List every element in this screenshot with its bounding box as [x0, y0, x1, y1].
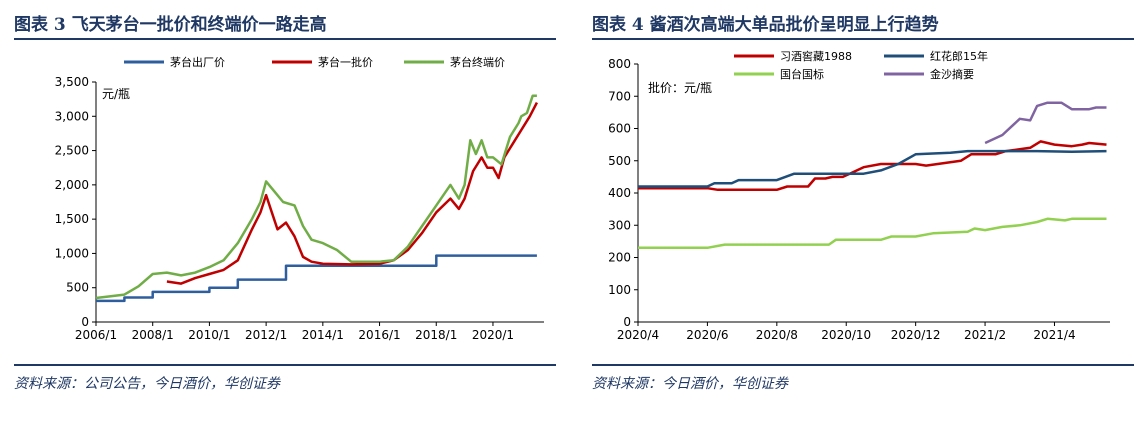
legend-label-1: 习酒窖藏1988: [780, 49, 852, 63]
x-tick-label: 2020/12: [891, 328, 941, 342]
y-tick-label: 1,000: [55, 246, 89, 260]
y-tick-label: 0: [81, 315, 89, 329]
x-tick-label: 2020/10: [821, 328, 871, 342]
figure-4-panel: 图表 4 酱酒次高端大单品批价呈明显上行趋势 0 100 200 300 400 500 6…: [578, 0, 1146, 432]
y-tick-label: 400: [608, 186, 631, 200]
series-line-4: [984, 101, 1107, 145]
y-tick-label: 700: [608, 89, 631, 103]
figure-4-source: 资料来源：今日酒价，华创证券: [592, 376, 788, 392]
x-tick-label: 2006/1: [75, 328, 117, 342]
series-line-3: [95, 94, 537, 300]
y-tick-label: 500: [608, 154, 631, 168]
x-tick-label: 2012/1: [245, 328, 287, 342]
figure-3-chart: 0 500 1,000 1,500 2,000 2,500 3,000 3,500 2006/1…: [55, 55, 544, 342]
unit-label: 批价：元/瓶: [648, 80, 712, 95]
y-tick-label: 2,500: [55, 144, 89, 158]
legend-label-2: 茅台一批价: [318, 55, 373, 69]
series-line-2: [166, 102, 539, 285]
y-tick-label: 500: [66, 281, 89, 295]
x-tick-label: 2021/2: [964, 328, 1006, 342]
figure-3-panel: 图表 3 飞天茅台一批价和终端价一路走高 0 500 1,000 1,500 2,000…: [0, 0, 568, 432]
legend-label-1: 茅台出厂价: [170, 55, 225, 69]
y-tick-label: 0: [623, 315, 631, 329]
y-tick-label: 200: [608, 251, 631, 265]
y-tick-label: 300: [608, 218, 631, 232]
figure-4-chart: 0 100 200 300 400 500 600 700 800 2020/4 2020/6 202…: [608, 49, 1110, 342]
y-tick-label: 100: [608, 283, 631, 297]
y-tick-label: 3,000: [55, 109, 89, 123]
x-tick-label: 2020/6: [686, 328, 728, 342]
y-tick-label: 600: [608, 122, 631, 136]
x-tick-label: 2020/8: [756, 328, 798, 342]
series-line-1: [96, 254, 537, 303]
unit-label: 元/瓶: [102, 87, 130, 101]
series-line-1: [638, 140, 1107, 192]
x-tick-label: 2010/1: [188, 328, 230, 342]
x-tick-label: 2018/1: [415, 328, 457, 342]
y-tick-label: 1,500: [55, 212, 89, 226]
x-tick-label: 2016/1: [358, 328, 400, 342]
legend-label-4: 金沙摘要: [930, 67, 974, 81]
legend-label-3: 国台国标: [780, 67, 824, 81]
legend-label-2: 红花郎15年: [930, 49, 988, 63]
x-tick-label: 2014/1: [302, 328, 344, 342]
series-line-3: [638, 217, 1107, 250]
figure-4-title: 图表 4 酱酒次高端大单品批价呈明显上行趋势: [592, 15, 939, 35]
figure-4-source-rule: [592, 364, 1134, 366]
x-tick-label: 2008/1: [132, 328, 174, 342]
figure-3-source-rule: [14, 364, 556, 366]
figure-4-title-rule: [592, 38, 1134, 40]
legend-label-3: 茅台终端价: [450, 55, 505, 69]
x-tick-label: 2021/4: [1033, 328, 1075, 342]
y-tick-label: 800: [608, 57, 631, 71]
series-line-2: [638, 149, 1107, 188]
y-tick-label: 2,000: [55, 178, 89, 192]
y-tick-label: 3,500: [55, 75, 89, 89]
figure-3-title: 图表 3 飞天茅台一批价和终端价一路走高: [14, 15, 327, 35]
figure-3-source: 资料来源：公司公告，今日酒价，华创证券: [14, 376, 280, 392]
x-tick-label: 2020/1: [472, 328, 514, 342]
figure-3-title-rule: [14, 38, 556, 40]
x-tick-label: 2020/4: [617, 328, 659, 342]
